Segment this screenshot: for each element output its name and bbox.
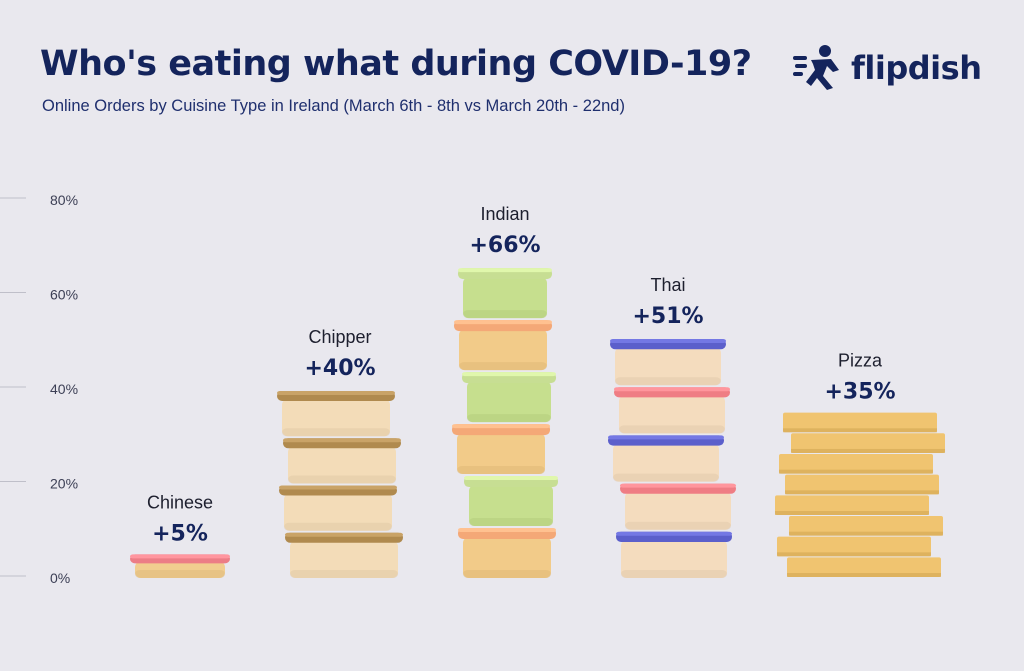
value-label: +5% bbox=[152, 521, 208, 546]
thai-container-shadow bbox=[619, 425, 725, 434]
thai-container-lid-highlight bbox=[614, 387, 730, 392]
value-label: +40% bbox=[304, 356, 375, 381]
bar-chipper bbox=[277, 391, 403, 578]
chipper-container-body bbox=[284, 493, 392, 531]
indian-container-lid-highlight bbox=[452, 424, 550, 429]
pizza-box bbox=[783, 412, 937, 433]
pizza-box bbox=[775, 495, 929, 515]
chipper-container-shadow bbox=[282, 428, 390, 437]
chipper-container-body bbox=[290, 540, 398, 578]
brand-name: flipdish bbox=[851, 49, 982, 87]
pizza-box bbox=[777, 536, 931, 557]
pizza-box bbox=[779, 453, 933, 474]
indian-container-lid-highlight bbox=[464, 476, 558, 481]
thai-container-shadow bbox=[613, 473, 719, 482]
chinese-container-body bbox=[135, 561, 225, 578]
thai-container-lid-highlight bbox=[608, 435, 724, 440]
category-label: Chinese bbox=[147, 492, 213, 512]
thai-container-lid-highlight bbox=[616, 531, 732, 536]
runner-icon bbox=[793, 45, 839, 90]
y-tick-label: 20% bbox=[50, 476, 78, 492]
y-tick-label: 0% bbox=[50, 570, 70, 586]
chipper-container-shadow bbox=[288, 475, 396, 484]
pizza-box-edge bbox=[785, 490, 939, 495]
chart-subtitle: Online Orders by Cuisine Type in Ireland… bbox=[42, 97, 625, 115]
value-label: +51% bbox=[632, 304, 703, 329]
indian-container-shadow bbox=[467, 414, 551, 423]
indian-container-body bbox=[463, 277, 547, 319]
indian-container-shadow bbox=[457, 466, 545, 475]
chipper-container-shadow bbox=[284, 522, 392, 531]
pizza-box bbox=[791, 433, 945, 453]
pizza-box bbox=[789, 515, 943, 536]
category-label: Pizza bbox=[838, 351, 883, 371]
category-label: Indian bbox=[480, 204, 529, 224]
pizza-box-edge bbox=[779, 469, 933, 474]
y-tick-label: 80% bbox=[50, 192, 78, 208]
y-tick-label: 40% bbox=[50, 381, 78, 397]
pizza-box-edge bbox=[775, 510, 929, 515]
pizza-box bbox=[787, 557, 941, 577]
pizza-box-edge bbox=[791, 448, 945, 453]
value-label: +35% bbox=[824, 380, 895, 405]
pizza-box-edge bbox=[787, 573, 941, 577]
category-label: Thai bbox=[650, 275, 685, 295]
pizza-box bbox=[785, 474, 939, 495]
chipper-container-lid-highlight bbox=[277, 391, 395, 395]
pizza-box-edge bbox=[789, 531, 943, 536]
chipper-container-lid-highlight bbox=[283, 438, 401, 443]
chipper-container-body bbox=[282, 398, 390, 437]
indian-container-shadow bbox=[469, 518, 553, 527]
chipper-container-lid-highlight bbox=[279, 485, 397, 490]
indian-container-body bbox=[457, 433, 545, 475]
indian-container-shadow bbox=[463, 310, 547, 319]
thai-container-body bbox=[619, 395, 725, 434]
chipper-container-lid-highlight bbox=[285, 532, 403, 537]
indian-container-body bbox=[469, 485, 553, 527]
value-label: +66% bbox=[469, 233, 540, 258]
thai-container-shadow bbox=[625, 521, 731, 530]
chinese-container-shadow bbox=[135, 570, 225, 578]
indian-container-shadow bbox=[459, 362, 547, 371]
thai-container-body bbox=[615, 347, 721, 386]
y-tick-label: 60% bbox=[50, 287, 78, 303]
thai-container-lid-highlight bbox=[610, 339, 726, 344]
indian-container-body bbox=[463, 537, 551, 578]
bar-indian bbox=[452, 268, 558, 578]
indian-container-shadow bbox=[463, 570, 551, 578]
bar-pizza bbox=[775, 412, 945, 577]
indian-container-lid-highlight bbox=[458, 268, 552, 273]
chinese-container-lid-highlight bbox=[130, 554, 230, 559]
chart-title: Who's eating what during COVID-19? bbox=[40, 44, 752, 84]
chipper-container-shadow bbox=[290, 570, 398, 578]
category-label: Chipper bbox=[308, 327, 371, 347]
chipper-container-body bbox=[288, 446, 396, 484]
thai-container-body bbox=[621, 539, 727, 578]
thai-container-shadow bbox=[621, 570, 727, 578]
thai-container-body bbox=[613, 443, 719, 482]
bar-chinese bbox=[130, 554, 230, 578]
pizza-box-edge bbox=[777, 552, 931, 557]
indian-container-body bbox=[459, 329, 547, 371]
thai-container-shadow bbox=[615, 377, 721, 386]
pizza-box-edge bbox=[783, 428, 937, 433]
indian-container-lid-highlight bbox=[458, 528, 556, 533]
thai-container-body bbox=[625, 491, 731, 530]
indian-container-body bbox=[467, 381, 551, 423]
indian-container-lid-highlight bbox=[462, 372, 556, 377]
bar-thai bbox=[608, 339, 736, 578]
flipdish-logo[interactable]: flipdish bbox=[793, 42, 982, 94]
thai-container-lid-highlight bbox=[620, 483, 736, 488]
indian-container-lid-highlight bbox=[454, 320, 552, 325]
